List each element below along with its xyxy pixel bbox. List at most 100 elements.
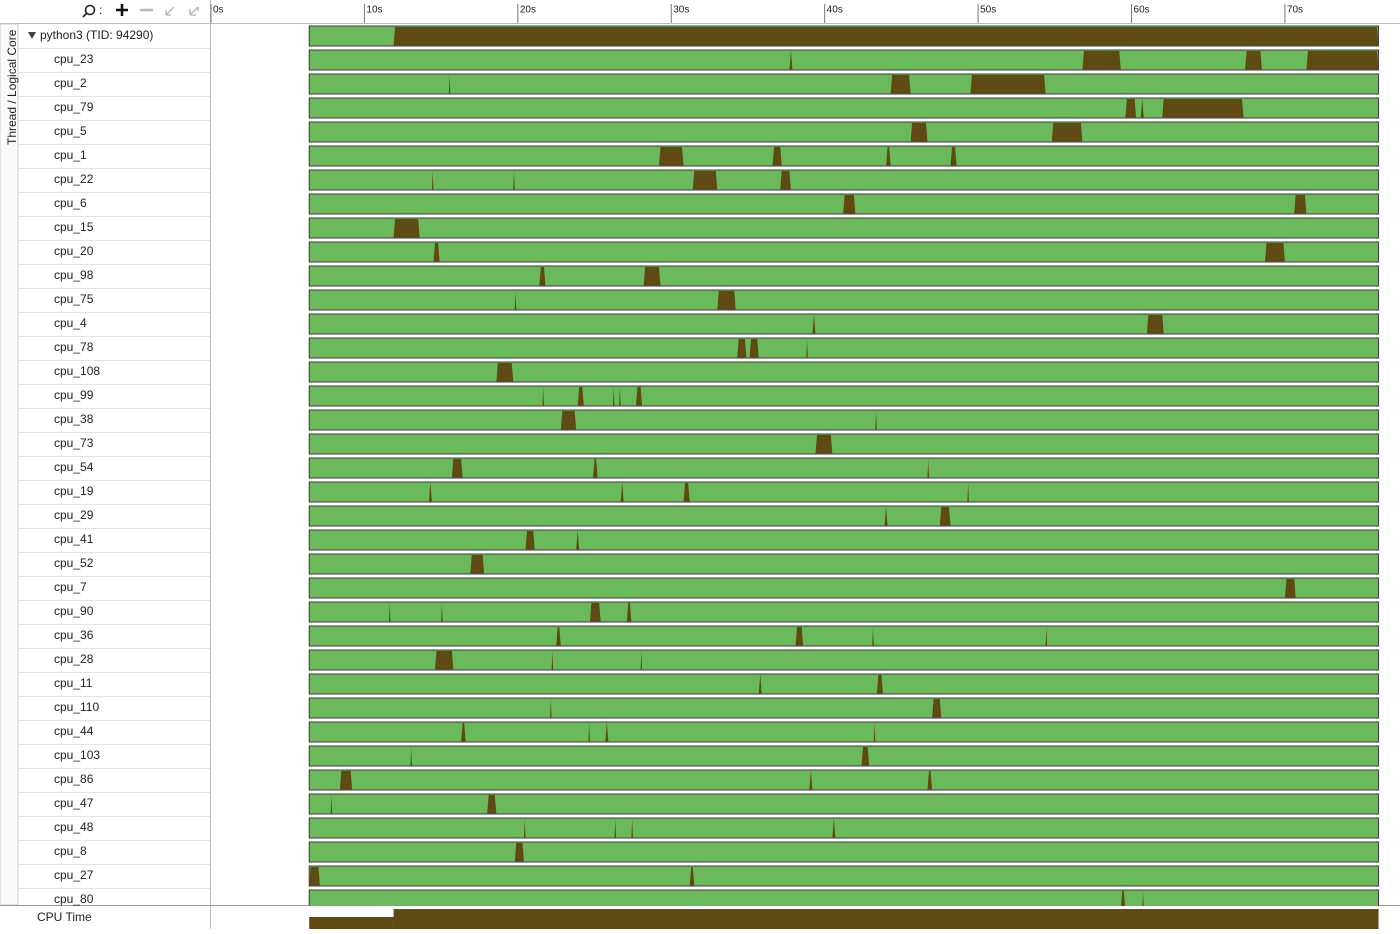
busy-segment (1284, 579, 1296, 598)
core-label: cpu_29 (54, 508, 94, 522)
toolbar: : (82, 3, 199, 18)
reset-zoom-button[interactable] (189, 6, 199, 16)
core-label: cpu_4 (54, 316, 87, 330)
zoom-icon-handle (82, 12, 88, 18)
idle-bar (308, 649, 1380, 671)
core-label: cpu_48 (54, 820, 94, 834)
busy-segment (1140, 99, 1144, 118)
idle-bar (308, 625, 1380, 647)
busy-segment (451, 459, 463, 478)
idle-bar (308, 337, 1380, 359)
core-row: cpu_98 (54, 268, 94, 282)
busy-segment (1245, 51, 1262, 70)
busy-segment (967, 483, 969, 502)
busy-segment (309, 867, 320, 886)
busy-segment (658, 147, 684, 166)
core-label: cpu_20 (54, 244, 94, 258)
busy-segment (1146, 315, 1164, 334)
busy-segment (772, 147, 782, 166)
idle-bar (308, 793, 1380, 815)
axis-tick-label: 10s (366, 5, 382, 16)
toolbar-separator: : (99, 3, 102, 17)
core-label: cpu_47 (54, 796, 94, 810)
busy-segment (605, 723, 609, 742)
expand-toggle[interactable] (28, 32, 36, 39)
busy-segment (612, 387, 615, 406)
core-row: cpu_44 (54, 724, 94, 738)
undo-zoom-button[interactable] (165, 6, 175, 16)
core-label: cpu_78 (54, 340, 94, 354)
busy-segment (873, 723, 876, 742)
axis-tick-label: 20s (520, 5, 536, 16)
core-row: cpu_6 (54, 196, 87, 210)
idle-bar (308, 865, 1380, 887)
cpu-time-area (309, 917, 394, 929)
busy-segment (513, 171, 515, 190)
core-label: cpu_108 (54, 364, 100, 378)
idle-bar (308, 529, 1380, 551)
zoom-icon[interactable] (84, 4, 96, 16)
axis-tick-label: 60s (1134, 5, 1150, 16)
core-row: cpu_79 (54, 100, 94, 114)
core-label: cpu_110 (54, 700, 99, 714)
core-label: cpu_1 (54, 148, 87, 162)
core-label: cpu_11 (54, 676, 93, 690)
busy-segment (588, 723, 590, 742)
idle-bar (308, 385, 1380, 407)
core-label: cpu_90 (54, 604, 94, 618)
busy-segment (970, 75, 1046, 94)
zoom-in-button[interactable] (116, 4, 128, 16)
idle-bar (308, 841, 1380, 863)
busy-segment (470, 555, 485, 574)
busy-segment (393, 219, 420, 238)
idle-bar (308, 49, 1380, 71)
busy-segment (393, 27, 1379, 46)
busy-segment (717, 291, 736, 310)
busy-segment (843, 195, 856, 214)
busy-segment (1051, 123, 1083, 142)
core-label: cpu_5 (54, 124, 87, 138)
idle-bar (308, 505, 1380, 527)
idle-bar (308, 577, 1380, 599)
core-row: cpu_7 (54, 580, 87, 594)
core-label: cpu_7 (54, 580, 87, 594)
busy-segment (434, 651, 454, 670)
busy-segment (428, 483, 432, 502)
idle-bar (308, 817, 1380, 839)
core-label: cpu_36 (54, 628, 94, 642)
busy-segment (614, 819, 617, 838)
core-row: cpu_28 (54, 652, 94, 666)
busy-segment (550, 699, 552, 718)
idle-bar (308, 121, 1380, 143)
busy-segment (886, 147, 891, 166)
core-label: cpu_52 (54, 556, 94, 570)
busy-segment (626, 603, 632, 622)
core-label: cpu_23 (54, 52, 94, 66)
busy-segment (339, 771, 353, 790)
core-label: cpu_86 (54, 772, 94, 786)
busy-segment (388, 603, 391, 622)
idle-bar (308, 97, 1380, 119)
core-label: cpu_41 (54, 532, 94, 546)
busy-segment (737, 339, 747, 358)
busy-segment (1125, 99, 1137, 118)
core-row: cpu_8 (54, 844, 87, 858)
busy-segment (514, 843, 524, 862)
core-row: cpu_110 (54, 700, 99, 714)
busy-segment (576, 531, 580, 550)
core-row: cpu_38 (54, 412, 94, 426)
core-row: cpu_4 (54, 316, 87, 330)
core-label: cpu_99 (54, 388, 94, 402)
core-row: cpu_1 (54, 148, 87, 162)
idle-bar (308, 601, 1380, 623)
axis-tick-label: 0s (213, 5, 224, 16)
side-strip (0, 23, 19, 906)
busy-segment (330, 795, 333, 814)
idle-bar (308, 73, 1380, 95)
axis-tick-label: 50s (980, 5, 996, 16)
idle-bar (308, 721, 1380, 743)
busy-segment (1306, 51, 1379, 70)
core-row: cpu_73 (54, 436, 94, 450)
core-row: cpu_90 (54, 604, 94, 618)
busy-segment (1142, 891, 1144, 910)
